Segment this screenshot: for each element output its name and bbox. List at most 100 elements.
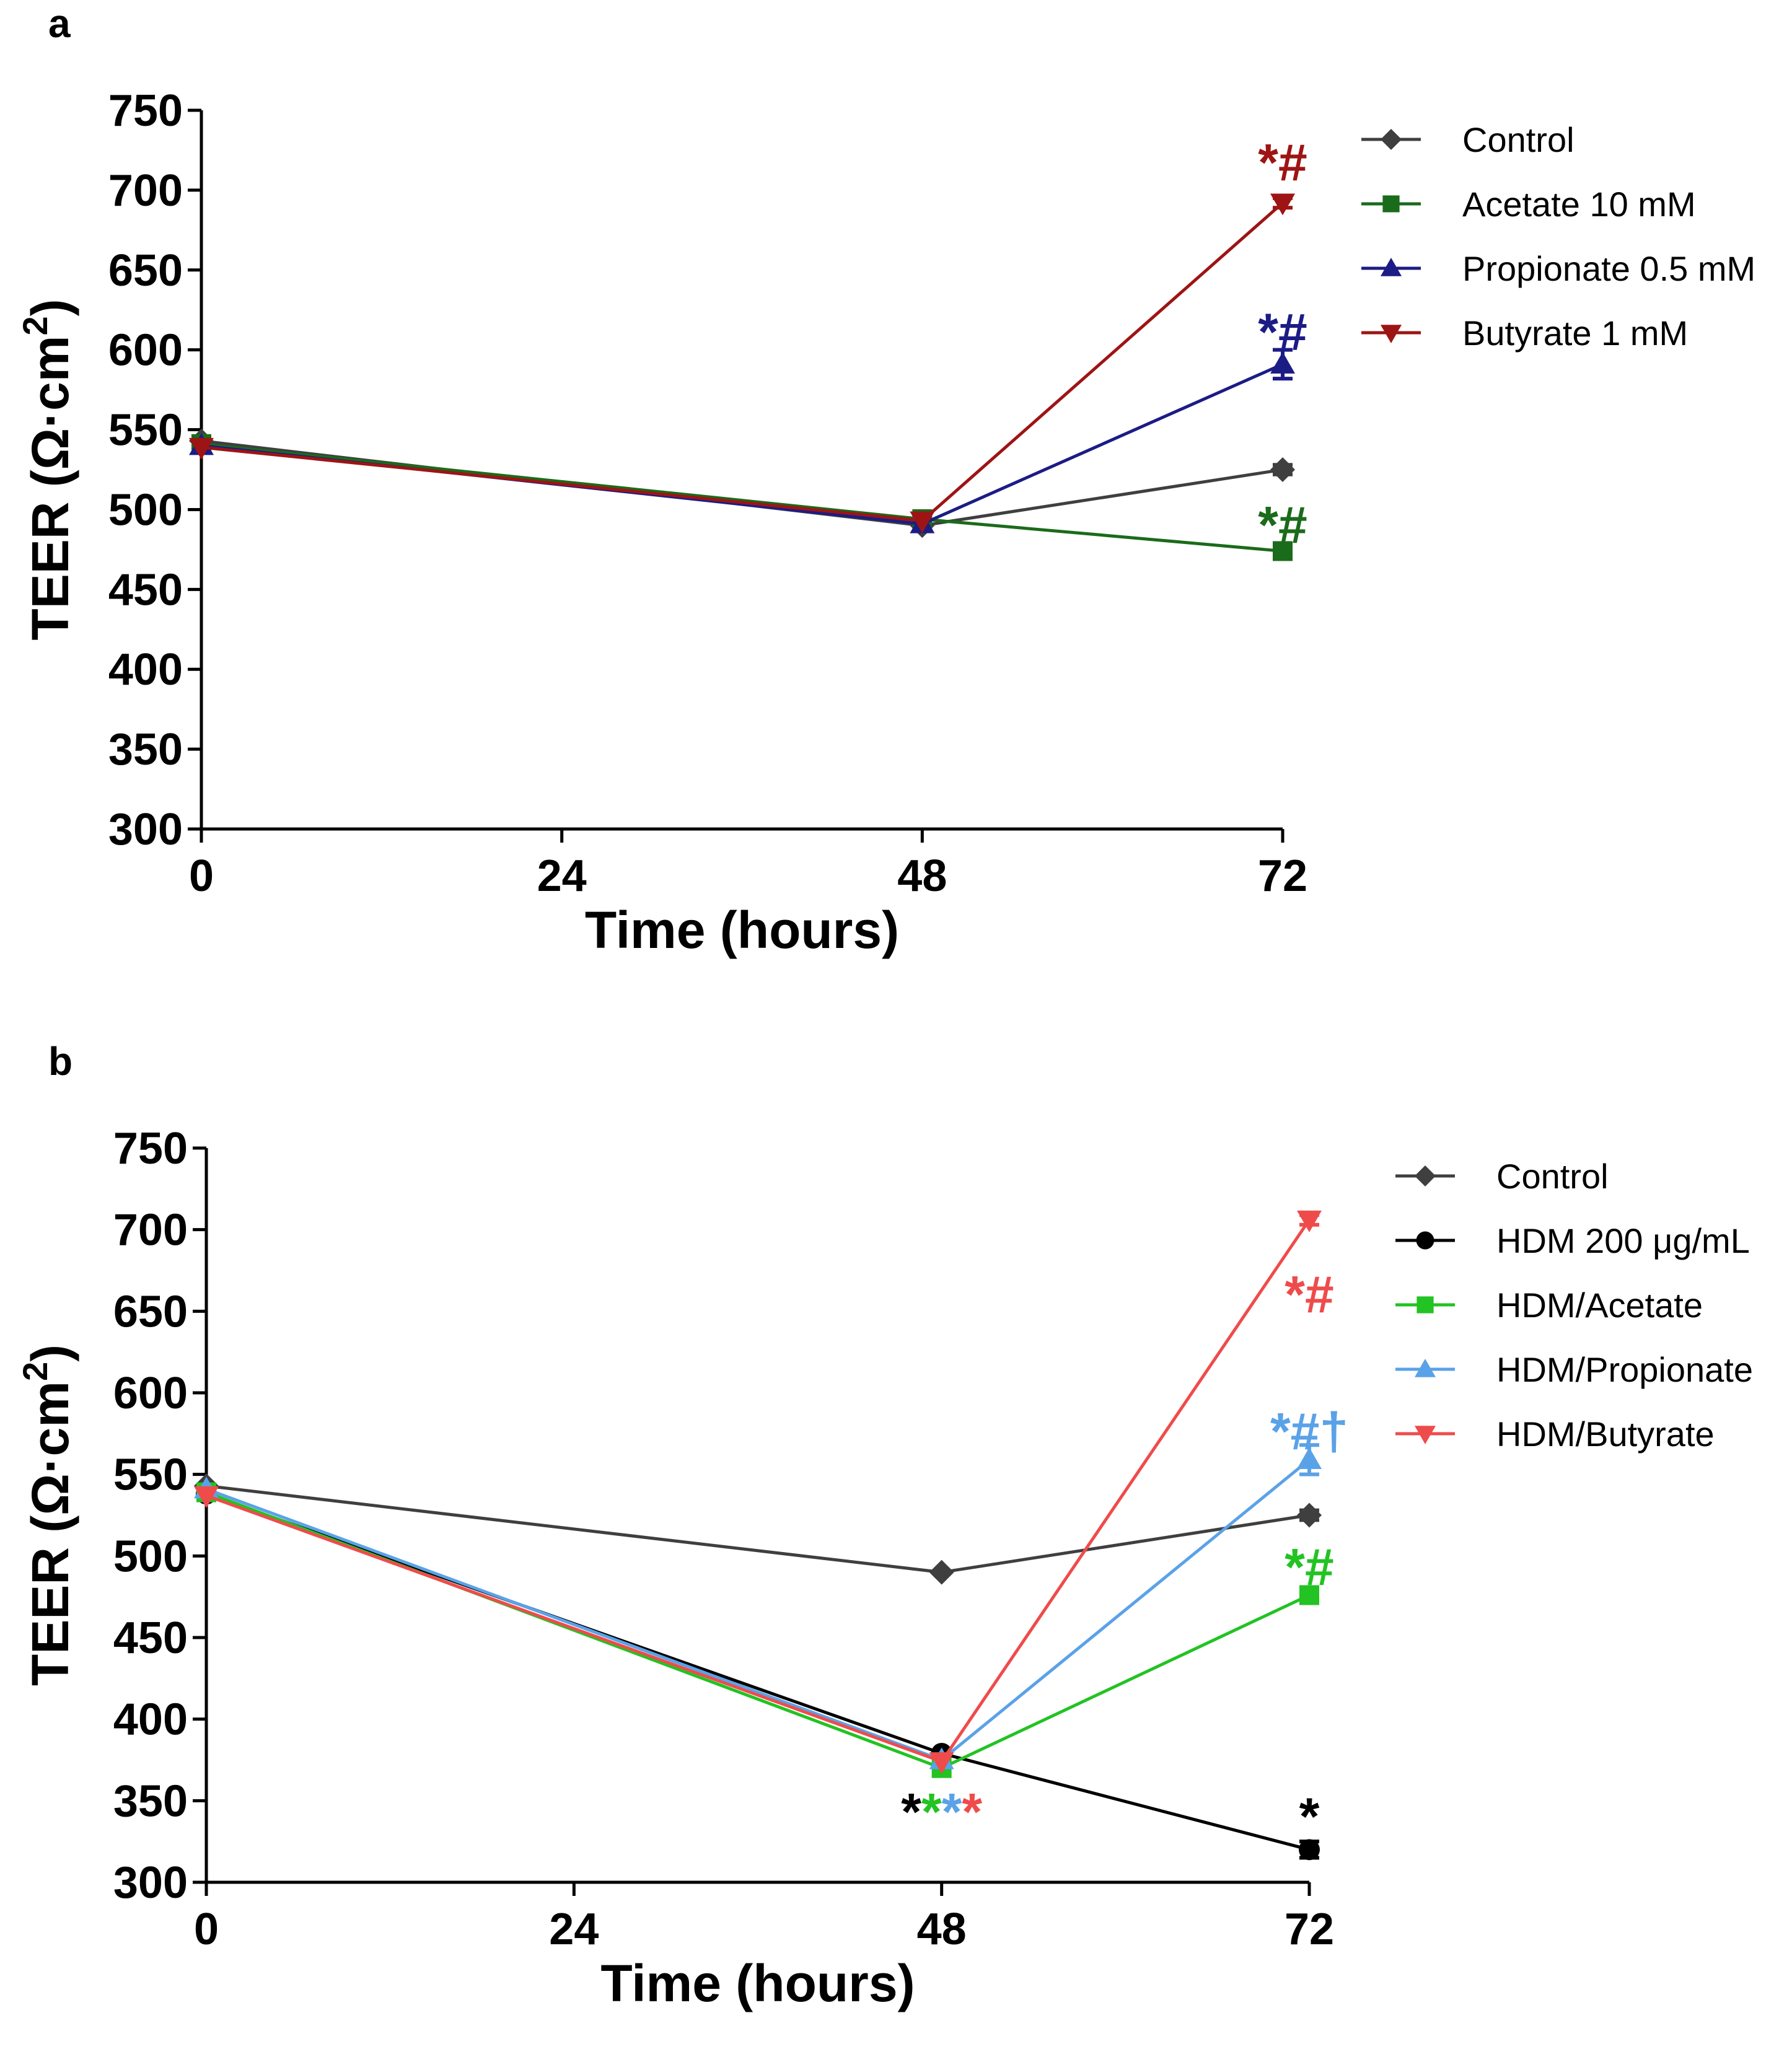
series-3 [189,193,1295,533]
legend-item: HDM 200 μg/mL [1395,1221,1750,1260]
y-tick-label: 350 [113,1776,188,1826]
significance-mark: *# [1285,1538,1333,1596]
series-line [201,201,1284,523]
series-0 [194,1473,1322,1585]
y-tick-label: 600 [113,1369,188,1418]
legend-item: HDM/Butyrate [1395,1414,1715,1454]
legend-marker [1381,129,1402,150]
significance-mark: *# [1258,133,1307,191]
legend-item: Control [1361,120,1575,159]
panel-label: b [48,1039,72,1084]
legend: Control HDM 200 μg/mL HDM/Acetate HDM/Propi… [1395,1157,1753,1454]
significance-annotation: *# [1258,133,1307,191]
significance-annotation: *# [1285,1265,1333,1323]
significance-annotation: *#† [1270,1402,1348,1460]
y-tick-label: 700 [113,1206,188,1255]
y-tick-label: 350 [108,725,183,774]
series-line [206,1219,1311,1764]
data-point [929,1752,954,1774]
y-tick-label: 650 [113,1287,188,1336]
legend-marker [1415,1359,1436,1377]
legend-label: Butyrate 1 mM [1462,314,1688,353]
legend-marker [1416,1231,1434,1250]
y-tick-label: 300 [108,805,183,854]
y-axis-title-superscript: 2 [15,1362,55,1381]
series-3 [194,1443,1322,1770]
data-point [1299,1585,1319,1605]
y-tick-label: 550 [113,1450,188,1500]
x-axis-title: Time (hours) [600,1954,915,2012]
legend-label: HDM/Acetate [1496,1286,1703,1325]
data-point [1299,1839,1320,1861]
series-line [206,1491,1311,1770]
legend-item: Propionate 0.5 mM [1361,249,1755,288]
x-tick-label: 0 [194,1905,219,1954]
legend-label: HDM/Propionate [1496,1350,1753,1389]
legend-item: Acetate 10 mM [1361,185,1696,224]
y-tick-label: 750 [108,86,183,136]
legend-marker [1382,195,1400,213]
legend-label: Acetate 10 mM [1462,185,1696,224]
legend-marker [1416,1296,1434,1314]
series-line [201,442,1283,553]
legend-item: Butyrate 1 mM [1361,314,1688,353]
y-tick-label: 750 [113,1124,188,1173]
y-tick-label: 600 [108,326,183,375]
legend-item: HDM/Acetate [1395,1286,1703,1325]
significance-mark: * [942,1783,962,1841]
legend-label: Control [1462,120,1575,159]
y-axis-title-main: TEER (Ω·cm [21,1381,79,1686]
y-tick-label: 500 [108,485,183,535]
legend: Control Acetate 10 mM Propionate 0.5 mM But… [1361,120,1755,353]
series-line [206,1484,1310,1574]
data-point [1270,193,1295,216]
y-tick-label: 700 [108,166,183,216]
x-tick-label: 48 [917,1905,967,1954]
legend-marker [1415,1426,1436,1444]
y-axis-title-close: ) [21,299,79,316]
significance-mark: *# [1258,302,1307,361]
legend-marker [1381,258,1402,276]
data-point [1273,541,1293,561]
data-point [929,1559,954,1585]
significance-mark: *# [1285,1265,1333,1323]
x-tick-label: 24 [537,851,587,901]
data-point [1270,457,1295,482]
legend-label: HDM/Butyrate [1496,1414,1715,1454]
significance-mark: *#† [1270,1402,1348,1460]
y-axis-title: TEER (Ω·cm2) [15,299,79,640]
data-point [1297,1210,1322,1232]
legend-item: Control [1395,1157,1609,1196]
x-axis-title: Time (hours) [585,901,899,959]
y-tick-label: 300 [113,1858,188,1908]
significance-mark: * [901,1783,921,1841]
legend-label: HDM 200 μg/mL [1496,1221,1750,1260]
y-axis-title-superscript: 2 [15,316,55,335]
legend-label: Propionate 0.5 mM [1462,249,1755,288]
y-tick-label: 650 [108,246,183,296]
data-point [1270,351,1295,374]
series-2 [189,348,1295,533]
y-tick-label: 450 [113,1613,188,1663]
x-tick-label: 0 [189,851,214,901]
significance-annotation: *# [1285,1538,1333,1596]
data-point [910,511,935,533]
x-tick-label: 72 [1285,1905,1334,1954]
significance-mark: * [1299,1787,1320,1846]
data-point [1297,1447,1322,1469]
x-tick-label: 48 [897,851,947,901]
panel-label: a [48,1,71,46]
y-tick-label: 400 [108,645,183,695]
series-0 [189,428,1295,538]
series-2 [196,1482,1319,1778]
significance-mark: * [962,1783,982,1841]
y-tick-label: 550 [108,406,183,455]
y-tick-label: 400 [113,1695,188,1745]
y-tick-label: 450 [108,565,183,615]
significance-annotation: * [1299,1787,1320,1846]
significance-mark: * [921,1783,942,1841]
significance-annotation: *# [1258,302,1307,361]
series-4 [194,1210,1322,1774]
y-axis-title: TEER (Ω·cm2) [15,1344,79,1686]
